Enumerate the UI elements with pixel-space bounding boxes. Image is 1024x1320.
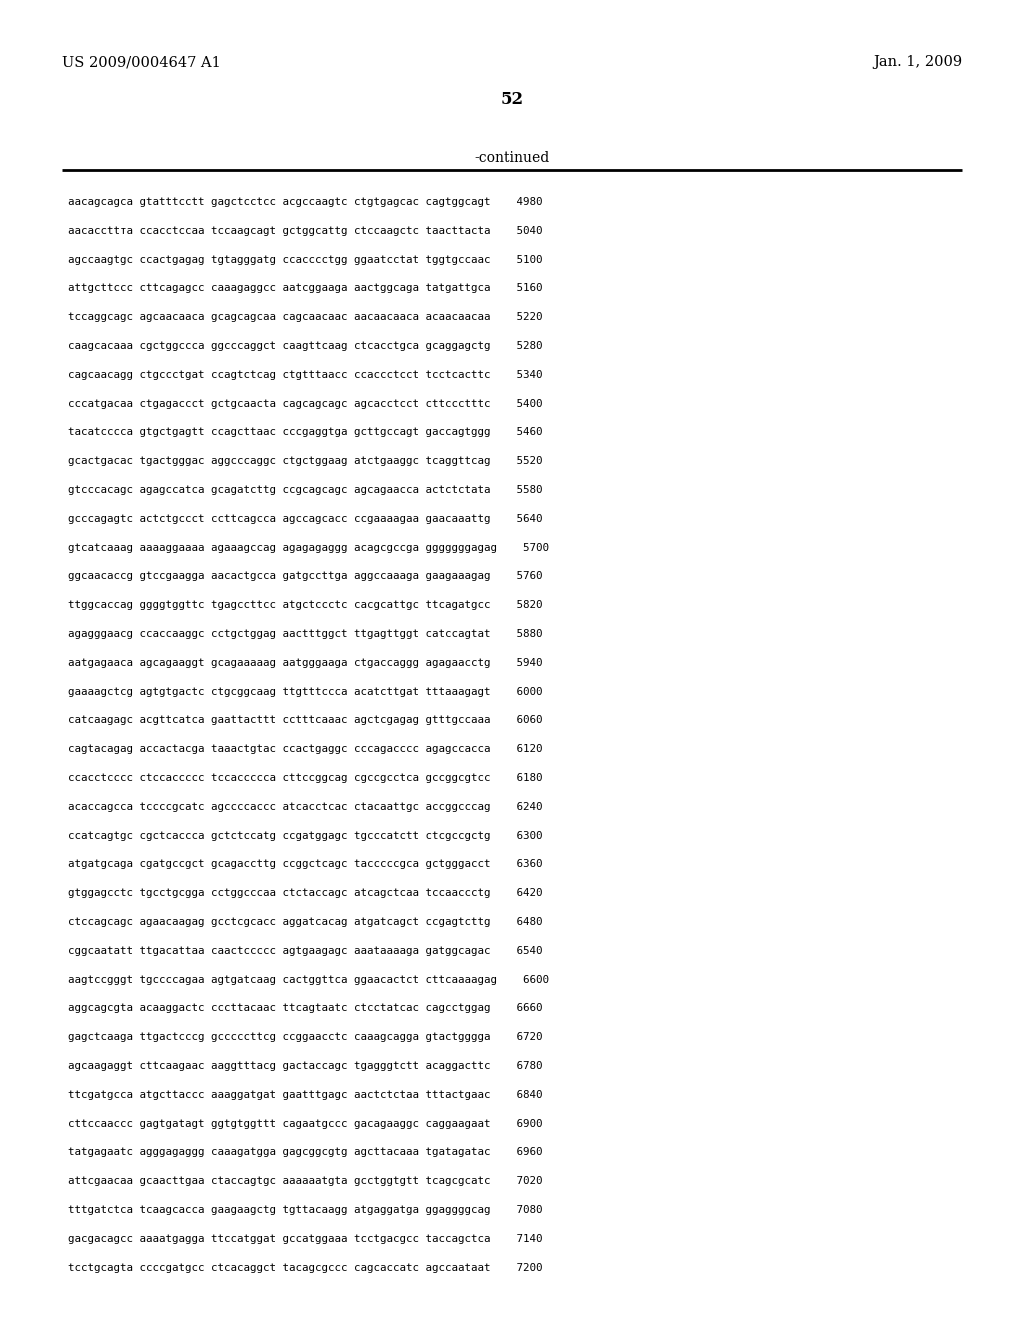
Text: gtcatcaaag aaaaggaaaa agaaagccag agagagaggg acagcgccga gggggggagag    5700: gtcatcaaag aaaaggaaaa agaaagccag agagaga… <box>68 543 549 553</box>
Text: 52: 52 <box>501 91 523 108</box>
Text: attcgaacaa gcaacttgaa ctaccagtgc aaaaaatgta gcctggtgtt tcagcgcatc    7020: attcgaacaa gcaacttgaa ctaccagtgc aaaaaat… <box>68 1176 543 1187</box>
Text: gcactgacac tgactgggac aggcccaggc ctgctggaag atctgaaggc tcaggttcag    5520: gcactgacac tgactgggac aggcccaggc ctgctgg… <box>68 457 543 466</box>
Text: aacagcagca gtatttcctt gagctcctcc acgccaagtc ctgtgagcac cagtggcagt    4980: aacagcagca gtatttcctt gagctcctcc acgccaa… <box>68 197 543 207</box>
Text: tatgagaatc agggagaggg caaagatgga gagcggcgtg agcttacaaa tgatagatac    6960: tatgagaatc agggagaggg caaagatgga gagcggc… <box>68 1147 543 1158</box>
Text: cagtacagag accactacga taaactgtac ccactgaggc cccagacccc agagccacca    6120: cagtacagag accactacga taaactgtac ccactga… <box>68 744 543 754</box>
Text: cggcaatatt ttgacattaa caactccccc agtgaagagc aaataaaaga gatggcagac    6540: cggcaatatt ttgacattaa caactccccc agtgaag… <box>68 946 543 956</box>
Text: cttccaaccc gagtgatagt ggtgtggttt cagaatgccc gacagaaggc caggaagaat    6900: cttccaaccc gagtgatagt ggtgtggttt cagaatg… <box>68 1118 543 1129</box>
Text: acaccagcca tccccgcatc agccccaccc atcacctcac ctacaattgc accggcccag    6240: acaccagcca tccccgcatc agccccaccc atcacct… <box>68 801 543 812</box>
Text: agcaagaggt cttcaagaac aaggtttacg gactaccagc tgagggtctt acaggacttc    6780: agcaagaggt cttcaagaac aaggtttacg gactacc… <box>68 1061 543 1071</box>
Text: cagcaacagg ctgccctgat ccagtctcag ctgtttaacc ccaccctcct tcctcacttc    5340: cagcaacagg ctgccctgat ccagtctcag ctgttta… <box>68 370 543 380</box>
Text: attgcttccc cttcagagcc caaagaggcc aatcggaaga aactggcaga tatgattgca    5160: attgcttccc cttcagagcc caaagaggcc aatcgga… <box>68 284 543 293</box>
Text: gaaaagctcg agtgtgactc ctgcggcaag ttgtttccca acatcttgat tttaaagagt    6000: gaaaagctcg agtgtgactc ctgcggcaag ttgtttc… <box>68 686 543 697</box>
Text: agagggaacg ccaccaaggc cctgctggag aactttggct ttgagttggt catccagtat    5880: agagggaacg ccaccaaggc cctgctggag aactttg… <box>68 630 543 639</box>
Text: tcctgcagta ccccgatgcc ctcacaggct tacagcgccc cagcaccatc agccaataat    7200: tcctgcagta ccccgatgcc ctcacaggct tacagcg… <box>68 1263 543 1272</box>
Text: catcaagagc acgttcatca gaattacttt cctttcaaac agctcgagag gtttgccaaa    6060: catcaagagc acgttcatca gaattacttt cctttca… <box>68 715 543 726</box>
Text: tacatcccca gtgctgagtt ccagcttaac cccgaggtga gcttgccagt gaccagtggg    5460: tacatcccca gtgctgagtt ccagcttaac cccgagg… <box>68 428 543 437</box>
Text: gtggagcctc tgcctgcgga cctggcccaa ctctaccagc atcagctcaa tccaaccctg    6420: gtggagcctc tgcctgcgga cctggcccaa ctctacc… <box>68 888 543 898</box>
Text: aggcagcgta acaaggactc cccttacaac ttcagtaatc ctcctatcac cagcctggag    6660: aggcagcgta acaaggactc cccttacaac ttcagta… <box>68 1003 543 1014</box>
Text: agccaagtgc ccactgagag tgtagggatg ccacccctgg ggaatcctat tggtgccaac    5100: agccaagtgc ccactgagag tgtagggatg ccacccc… <box>68 255 543 264</box>
Text: tttgatctca tcaagcacca gaagaagctg tgttacaagg atgaggatga ggaggggcag    7080: tttgatctca tcaagcacca gaagaagctg tgttaca… <box>68 1205 543 1214</box>
Text: gacgacagcc aaaatgagga ttccatggat gccatggaaa tcctgacgcc taccagctca    7140: gacgacagcc aaaatgagga ttccatggat gccatgg… <box>68 1234 543 1243</box>
Text: US 2009/0004647 A1: US 2009/0004647 A1 <box>62 55 221 69</box>
Text: Jan. 1, 2009: Jan. 1, 2009 <box>872 55 962 69</box>
Text: tccaggcagc agcaacaaca gcagcagcaa cagcaacaac aacaacaaca acaacaacaa    5220: tccaggcagc agcaacaaca gcagcagcaa cagcaac… <box>68 313 543 322</box>
Text: gcccagagtc actctgccct ccttcagcca agccagcacc ccgaaaagaa gaacaaattg    5640: gcccagagtc actctgccct ccttcagcca agccagc… <box>68 513 543 524</box>
Text: cccatgacaa ctgagaccct gctgcaacta cagcagcagc agcacctcct cttccctttc    5400: cccatgacaa ctgagaccct gctgcaacta cagcagc… <box>68 399 543 409</box>
Text: ttggcaccag ggggtggttc tgagccttcc atgctccctc cacgcattgc ttcagatgcc    5820: ttggcaccag ggggtggttc tgagccttcc atgctcc… <box>68 601 543 610</box>
Text: gtcccacagc agagccatca gcagatcttg ccgcagcagc agcagaacca actctctata    5580: gtcccacagc agagccatca gcagatcttg ccgcagc… <box>68 484 543 495</box>
Text: aacaccttта ccacctccaa tccaagcagt gctggcattg ctccaagctc taacttacta    5040: aacaccttта ccacctccaa tccaagcagt gctggca… <box>68 226 543 236</box>
Text: caagcacaaa cgctggccca ggcccaggct caagttcaag ctcacctgca gcaggagctg    5280: caagcacaaa cgctggccca ggcccaggct caagttc… <box>68 341 543 351</box>
Text: ccacctcccc ctccaccccc tccaccccca cttccggcag cgccgcctca gccggcgtcc    6180: ccacctcccc ctccaccccc tccaccccca cttccgg… <box>68 774 543 783</box>
Text: ggcaacaccg gtccgaagga aacactgcca gatgccttga aggccaaaga gaagaaagag    5760: ggcaacaccg gtccgaagga aacactgcca gatgcct… <box>68 572 543 581</box>
Text: ttcgatgcca atgcttaccc aaaggatgat gaatttgagc aactctctaa tttactgaac    6840: ttcgatgcca atgcttaccc aaaggatgat gaatttg… <box>68 1090 543 1100</box>
Text: aagtccgggt tgccccagaa agtgatcaag cactggttca ggaacactct cttcaaaagag    6600: aagtccgggt tgccccagaa agtgatcaag cactggt… <box>68 974 549 985</box>
Text: atgatgcaga cgatgccgct gcagaccttg ccggctcagc tacccccgca gctgggacct    6360: atgatgcaga cgatgccgct gcagaccttg ccggctc… <box>68 859 543 870</box>
Text: ccatcagtgc cgctcaccca gctctccatg ccgatggagc tgcccatctt ctcgccgctg    6300: ccatcagtgc cgctcaccca gctctccatg ccgatgg… <box>68 830 543 841</box>
Text: aatgagaaca agcagaaggt gcagaaaaag aatgggaaga ctgaccaggg agagaacctg    5940: aatgagaaca agcagaaggt gcagaaaaag aatggga… <box>68 657 543 668</box>
Text: -continued: -continued <box>474 150 550 165</box>
Text: ctccagcagc agaacaagag gcctcgcacc aggatcacag atgatcagct ccgagtcttg    6480: ctccagcagc agaacaagag gcctcgcacc aggatca… <box>68 917 543 927</box>
Text: gagctcaaga ttgactcccg gcccccttcg ccggaacctc caaagcagga gtactgggga    6720: gagctcaaga ttgactcccg gcccccttcg ccggaac… <box>68 1032 543 1043</box>
